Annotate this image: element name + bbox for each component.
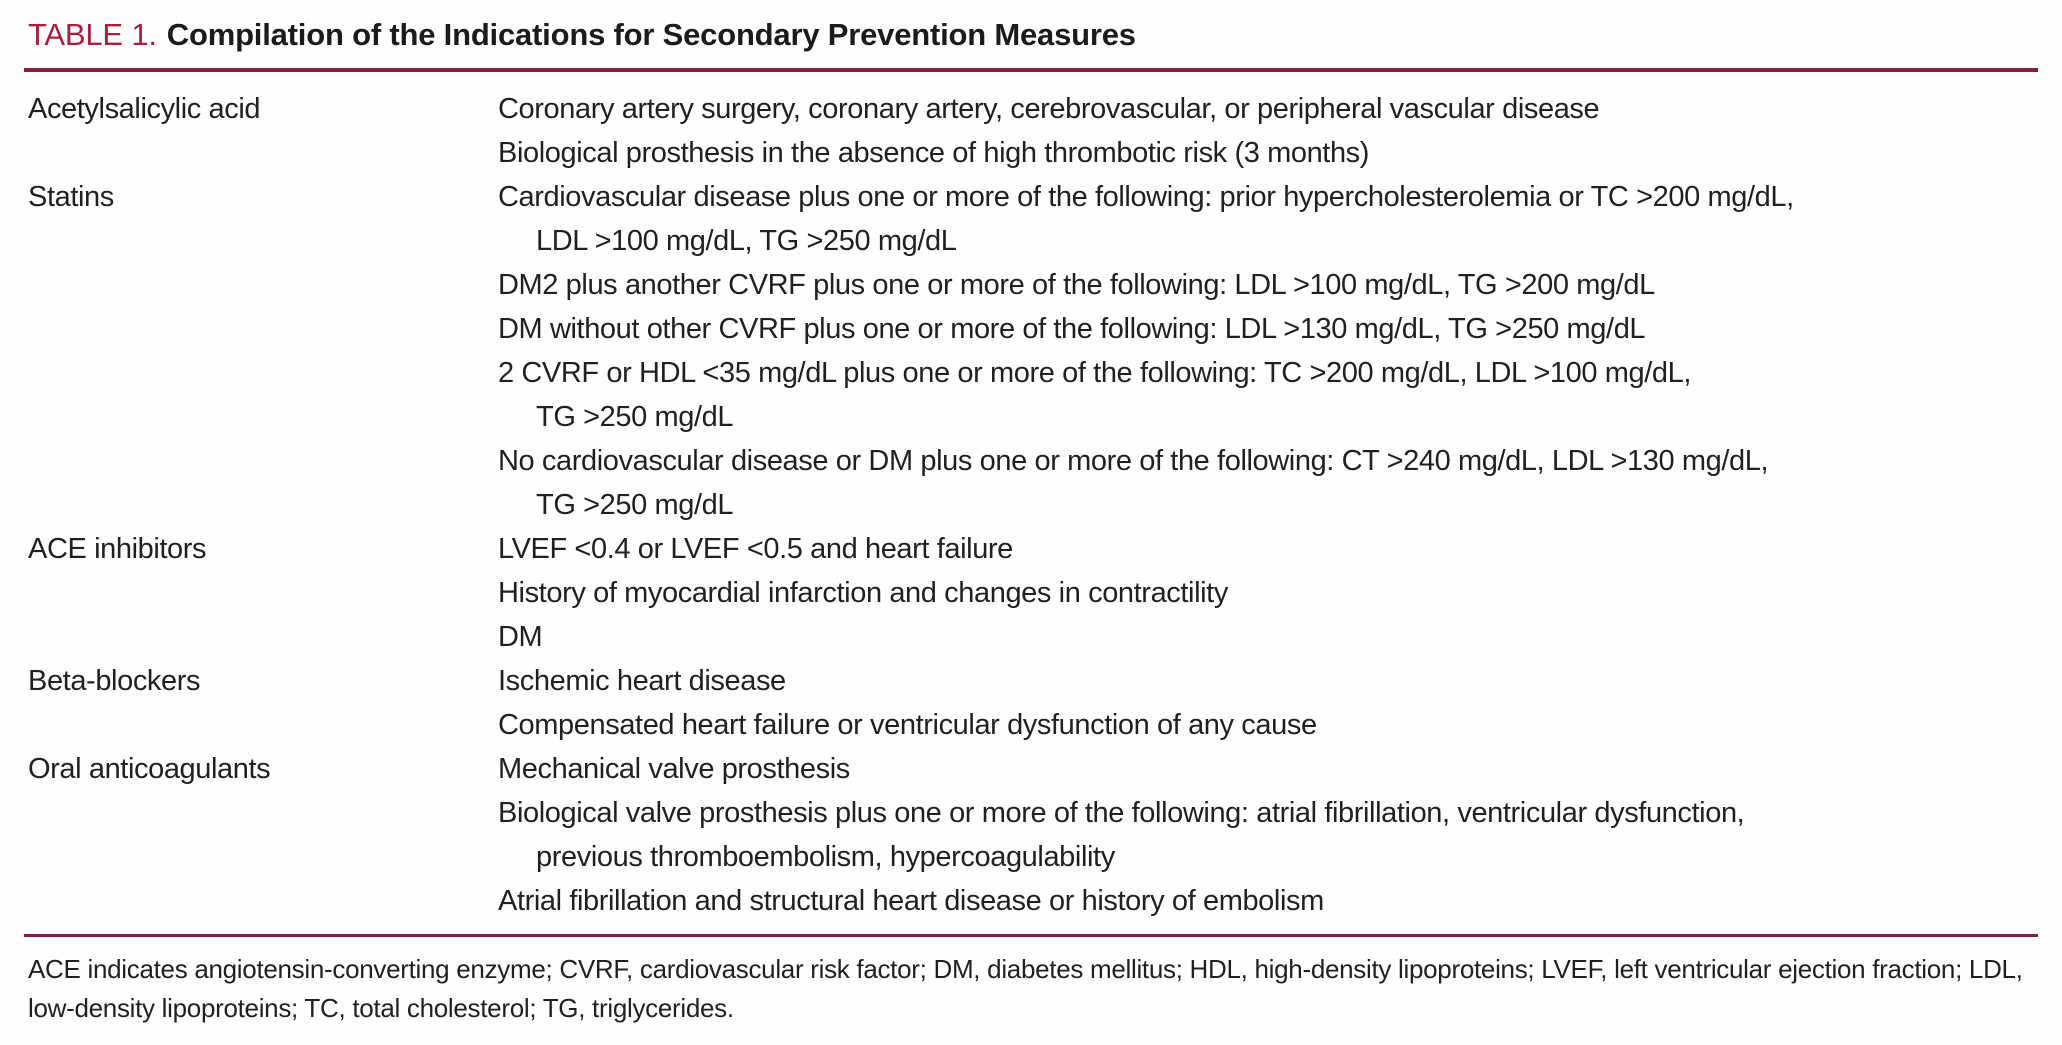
indication-line: Mechanical valve prosthesis — [498, 753, 850, 785]
table-label: TABLE 1. — [28, 17, 157, 52]
indication-line: TG >250 mg/dL — [536, 489, 734, 521]
indications-table: Acetylsalicylic acid Coronary artery surg… — [24, 72, 2038, 934]
indication-line: Biological valve prosthesis plus one or … — [498, 797, 1745, 829]
indications-cell: Mechanical valve prosthesis Biological va… — [498, 747, 2038, 923]
indication-line: Biological prosthesis in the absence of … — [498, 137, 1370, 169]
indications-cell: Cardiovascular disease plus one or more … — [498, 175, 2038, 527]
indication-line: Ischemic heart disease — [498, 665, 786, 697]
drug-name: ACE inhibitors — [28, 533, 207, 565]
indications-cell: Coronary artery surgery, coronary artery… — [498, 87, 2038, 175]
indication-line: Atrial fibrillation and structural heart… — [498, 885, 1324, 917]
indication-line: LDL >100 mg/dL, TG >250 mg/dL — [536, 225, 957, 257]
bottom-rule — [24, 934, 2038, 937]
indication-line: Cardiovascular disease plus one or more … — [498, 181, 1794, 213]
indication-line: DM without other CVRF plus one or more o… — [498, 313, 1646, 345]
indication-line: DM2 plus another CVRF plus one or more o… — [498, 269, 1655, 301]
indication-line: No cardiovascular disease or DM plus one… — [498, 445, 1769, 477]
indication-line: Coronary artery surgery, coronary artery… — [498, 93, 1600, 125]
indication-line: DM — [498, 621, 543, 653]
drug-name: Beta-blockers — [28, 665, 201, 697]
table-row: Beta-blockers Ischemic heart disease Compe… — [28, 659, 2038, 747]
table-title: Compilation of the Indications for Secon… — [166, 17, 1136, 52]
indication-line: Compensated heart failure or ventricular… — [498, 709, 1317, 741]
indication-line: History of myocardial infarction and cha… — [498, 577, 1228, 609]
table-caption: TABLE 1. Compilation of the Indications f… — [24, 10, 2038, 68]
table-row: Acetylsalicylic acid Coronary artery surg… — [28, 87, 2038, 175]
indications-cell: Ischemic heart disease Compensated heart … — [498, 659, 2038, 747]
indication-line: 2 CVRF or HDL <35 mg/dL plus one or more… — [498, 357, 1691, 389]
indication-line: TG >250 mg/dL — [536, 401, 734, 433]
table-row: Oral anticoagulants Mechanical valve pros… — [28, 747, 2038, 923]
drug-name: Acetylsalicylic acid — [28, 93, 261, 125]
table-footnote: ACE indicates angiotensin-converting enz… — [28, 954, 2023, 1023]
indication-line: previous thromboembolism, hypercoagulabi… — [536, 841, 1115, 873]
table-row: Statins Cardiovascular disease plus one o… — [28, 175, 2038, 527]
drug-name: Statins — [28, 181, 114, 213]
drug-name: Oral anticoagulants — [28, 753, 271, 785]
table-row: ACE inhibitors LVEF <0.4 or LVEF <0.5 and… — [28, 527, 2038, 659]
top-rule — [24, 68, 2038, 72]
indication-line: LVEF <0.4 or LVEF <0.5 and heart failure — [498, 533, 1013, 565]
indications-cell: LVEF <0.4 or LVEF <0.5 and heart failure… — [498, 527, 2038, 659]
